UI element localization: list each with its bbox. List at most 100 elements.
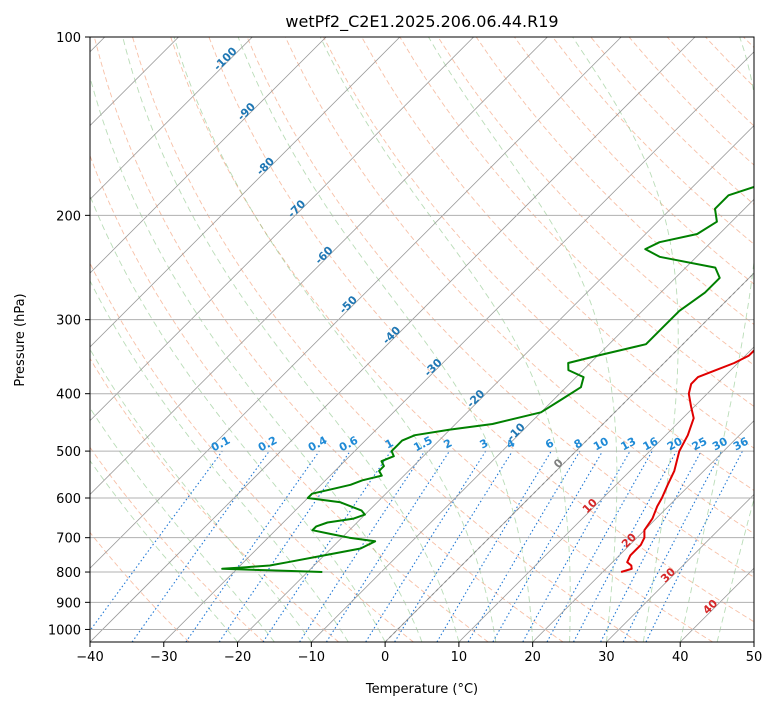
dry-adiabat [90,154,489,642]
moist-adiabat [428,37,618,642]
dry-adiabat [90,446,265,642]
y-axis-label: Pressure (hPa) [13,293,28,386]
dry-adiabat [743,37,754,49]
dry-adiabat [361,37,754,449]
moist-adiabat [679,37,754,642]
x-tick-label: −40 [76,650,103,665]
mixing-ratio-line [436,450,552,642]
dry-adiabat [90,262,414,642]
isotherm [753,641,754,642]
y-tick-label: 1000 [48,623,81,638]
isotherm-label: 10 [580,496,600,516]
background-lines [90,37,754,642]
x-tick-label: 0 [381,650,389,665]
x-tick-label: −20 [224,650,251,665]
isotherm [679,567,754,642]
grid-lines [90,37,754,630]
mixing-ratio-line [467,450,581,642]
isotherm [90,37,548,496]
mixing-ratio-label: 16 [641,435,661,454]
mixing-ratio-line [185,450,320,642]
x-tick-label: 10 [451,650,468,665]
isotherm [532,420,754,642]
isotherm [90,37,622,569]
mixing-ratio-label: 10 [591,435,611,454]
moist-adiabat [173,37,497,642]
mixing-ratio-line [131,450,270,642]
dry-adiabat [284,37,754,535]
mixing-ratio-line [262,450,392,642]
dry-adiabat [93,37,564,642]
moist-adiabat [572,37,679,642]
isotherm [90,37,401,348]
dry-adiabat [208,37,754,623]
moist-adiabat [90,459,238,642]
mixing-ratio-line [522,450,631,642]
isotherm [90,37,696,642]
mixing-ratio-line [394,450,513,642]
isotherm [458,346,754,642]
isotherm [311,198,754,642]
x-tick-label: −30 [150,650,177,665]
y-tick-label: 700 [56,532,81,547]
isotherm-label: -50 [337,293,360,316]
isotherm-label: 30 [658,565,678,585]
dry-adiabat [170,37,713,642]
isotherm [90,37,327,274]
y-tick-label: 900 [56,596,81,611]
moist-adiabat [319,37,571,642]
chart-title: wetPf2_C2E1.2025.206.06.44.R19 [285,12,558,32]
dry-adiabat [552,37,754,245]
dry-adiabat [90,531,190,642]
mixing-ratio-label: 13 [619,435,639,454]
mixing-ratio-line [218,450,351,642]
dry-adiabat [590,37,754,206]
profile-series [221,185,754,573]
isotherm-label: 20 [619,530,639,550]
dry-adiabat [514,37,754,285]
mixing-ratio-label: 36 [731,435,751,454]
dry-adiabat [437,37,754,366]
mixing-ratio-label: 2 [441,436,454,451]
isotherm [90,37,474,422]
mixing-ratio-line [645,450,743,642]
isotherm [384,272,754,642]
x-tick-label: 50 [746,650,763,665]
moist-adiabat [122,37,460,642]
inner-labels: -100-90-80-70-60-50-40-30-20-10010203040… [209,44,751,616]
x-tick-label: 20 [524,650,541,665]
moist-adiabat [90,348,312,642]
moist-adiabat [90,194,386,642]
isotherm-label: -20 [464,387,487,410]
x-tick-label: 40 [672,650,689,665]
x-axis: −40 −30 −20 −10 0 10 20 30 40 50 [76,642,762,665]
x-tick-label: −10 [298,650,325,665]
mixing-ratio-line [600,450,702,642]
mixing-ratio-line [573,450,677,642]
zero-isotherm [384,272,754,642]
mixing-ratio-label: 6 [543,436,556,451]
moist-adiabat [90,407,275,642]
isotherm-label: -60 [312,244,335,267]
mixing-ratio-line [546,450,653,642]
y-tick-label: 300 [56,314,81,329]
isotherm-label: -90 [235,100,258,123]
mixing-ratio-label: 20 [665,435,685,454]
dry-adiabat [132,37,639,642]
mixing-ratio-line [325,450,450,642]
y-tick-label: 100 [56,31,81,46]
isotherm [90,37,253,200]
x-tick-label: 30 [598,650,615,665]
isotherm-label: -80 [254,155,277,178]
isotherm-label: -30 [422,356,445,379]
mixing-ratio-line [299,450,426,642]
isotherm-label: -70 [285,197,308,220]
y-tick-label: 200 [56,209,81,224]
isotherm-label: 40 [700,597,720,617]
mixing-ratio-line [90,450,223,632]
y-tick-label: 500 [56,445,81,460]
mixing-ratio-label: 25 [690,435,710,454]
isotherm [237,124,754,642]
plot-frame [89,36,755,643]
moist-adiabat [716,497,754,642]
